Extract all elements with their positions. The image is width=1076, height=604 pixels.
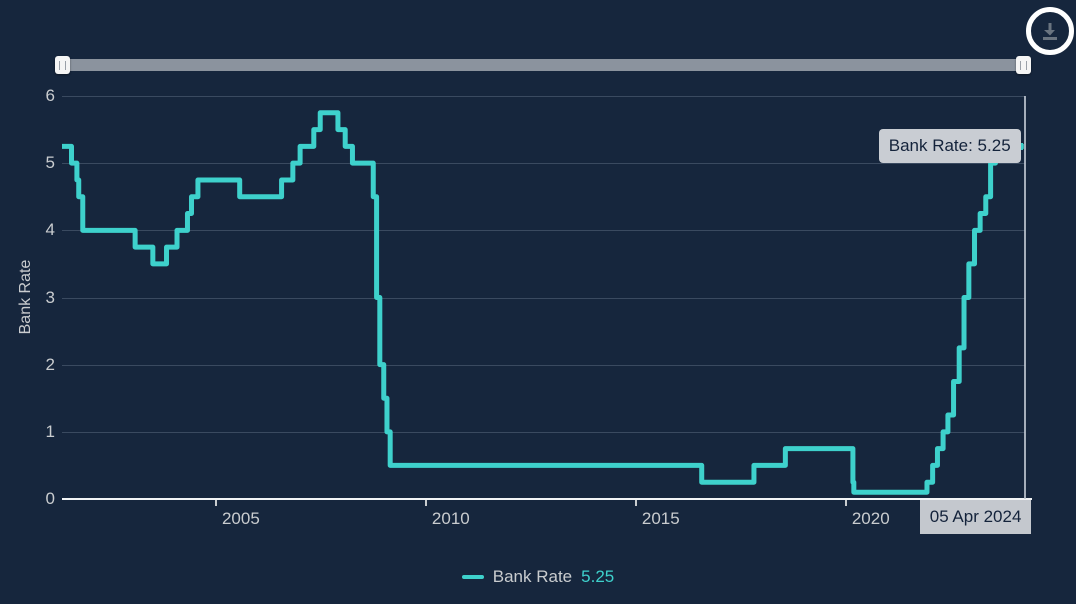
range-handle-left[interactable] <box>55 56 70 74</box>
crosshair-date-text: 05 Apr 2024 <box>929 507 1022 526</box>
y-axis-tick-label: 4 <box>45 220 55 240</box>
x-axis-tick-label: 2010 <box>431 509 470 528</box>
gridline <box>62 298 1025 299</box>
x-axis-tick <box>424 500 427 506</box>
y-axis-tick-label: 5 <box>45 153 55 173</box>
x-axis-tick-label: 2015 <box>641 509 680 528</box>
x-axis-tick <box>214 500 217 506</box>
gridline <box>62 96 1025 97</box>
gridline <box>62 365 1025 366</box>
series-swatch-icon <box>461 575 484 579</box>
tooltip-text: Bank Rate: 5.25 <box>888 136 1011 156</box>
legend-item-bank-rate[interactable]: Bank Rate 5.25 <box>0 567 1076 587</box>
y-axis-tick-label: 6 <box>45 86 55 105</box>
x-axis-tick-label: 2020 <box>851 509 890 528</box>
x-axis-tick-label: 2005 <box>221 509 260 528</box>
x-axis-tick <box>844 500 847 506</box>
crosshair-date-label: 05 Apr 2024 <box>919 500 1032 534</box>
gridline <box>62 230 1025 231</box>
y-axis-tick-label: 1 <box>45 421 55 441</box>
y-axis-tick-label: 3 <box>45 287 55 307</box>
grip-icon <box>59 60 66 70</box>
x-axis-line <box>62 498 1032 500</box>
download-button[interactable] <box>1026 7 1074 55</box>
date-range-slider-track[interactable] <box>55 56 1031 74</box>
download-icon <box>1043 23 1057 40</box>
range-handle-right[interactable] <box>1016 56 1031 74</box>
gridline <box>62 432 1025 433</box>
legend-series-label: Bank Rate <box>492 567 573 586</box>
y-axis-title: Bank Rate <box>17 259 34 335</box>
grip-icon <box>1020 60 1027 70</box>
tooltip-arrow <box>1009 138 1019 155</box>
crosshair-line <box>1024 96 1026 499</box>
y-axis-tick-label: 2 <box>45 354 55 374</box>
y-axis-tick-label: 0 <box>45 489 55 508</box>
legend-series-value: 5.25 <box>581 567 615 586</box>
x-axis-tick <box>634 500 637 506</box>
gridline <box>62 163 1025 164</box>
tooltip: Bank Rate: 5.25 <box>878 129 1021 164</box>
